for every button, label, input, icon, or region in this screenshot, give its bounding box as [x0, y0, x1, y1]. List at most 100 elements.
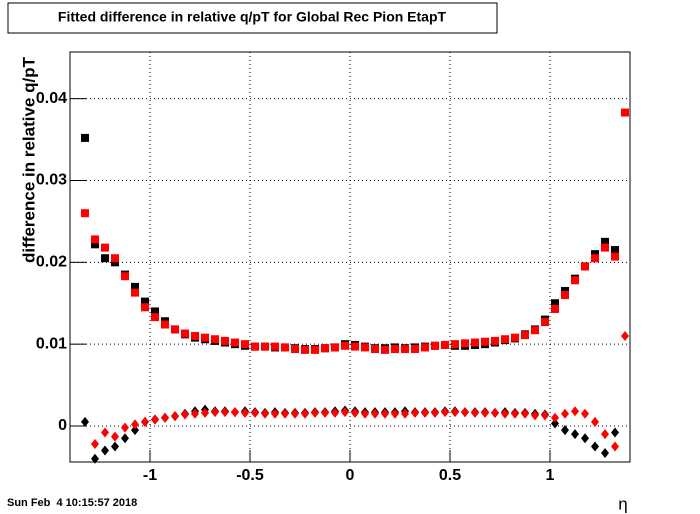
square-marker	[541, 318, 549, 327]
y-tick-label: 0.01	[36, 335, 67, 352]
square-marker	[381, 345, 389, 354]
x-tick-label: -1	[143, 467, 157, 484]
square-marker	[431, 341, 439, 350]
square-marker	[181, 329, 189, 338]
square-marker	[361, 343, 369, 352]
diamond-marker	[531, 410, 539, 421]
x-tick-label: -0.5	[236, 467, 264, 484]
diamond-marker	[321, 407, 329, 418]
diamond-marker	[91, 438, 99, 449]
diamond-marker	[121, 433, 129, 444]
y-tick-label: 0.03	[36, 172, 67, 189]
square-marker	[551, 299, 559, 308]
diamond-marker	[411, 407, 419, 418]
square-marker	[421, 343, 429, 352]
y-axis-label: difference in relative q/pT	[19, 56, 38, 263]
diamond-marker	[141, 416, 149, 427]
diamond-marker	[111, 441, 119, 452]
square-marker	[511, 333, 519, 342]
diamond-marker	[101, 427, 109, 438]
diamond-marker	[561, 408, 569, 419]
diamond-marker	[401, 408, 409, 419]
square-marker	[161, 320, 169, 329]
square-marker	[321, 344, 329, 353]
diamond-marker	[581, 433, 589, 444]
square-marker	[91, 240, 99, 249]
diamond-marker	[181, 409, 189, 420]
square-marker	[141, 297, 149, 306]
diamond-marker	[391, 408, 399, 419]
square-marker	[111, 258, 119, 267]
square-marker	[451, 340, 459, 349]
square-marker	[281, 343, 289, 352]
square-marker	[391, 345, 399, 354]
square-marker	[151, 313, 159, 322]
diamond-marker	[111, 431, 119, 442]
diamond-marker	[201, 407, 209, 418]
square-marker	[611, 252, 619, 261]
timestamp: Sun Feb 4 10:15:57 2018	[7, 497, 137, 509]
square-marker	[501, 335, 509, 344]
diamond-marker	[581, 408, 589, 419]
square-marker	[151, 307, 159, 316]
square-marker	[251, 342, 259, 351]
diamond-marker	[551, 418, 559, 429]
square-marker	[601, 243, 609, 252]
diamond-marker	[261, 408, 269, 419]
square-marker	[311, 345, 319, 354]
diamond-marker	[591, 416, 599, 427]
square-marker	[461, 339, 469, 348]
diamond-marker	[381, 408, 389, 419]
diamond-marker	[361, 408, 369, 419]
diamond-marker	[161, 412, 169, 423]
diamond-marker	[121, 422, 129, 433]
square-marker	[211, 335, 219, 344]
square-marker	[81, 133, 89, 142]
square-marker	[241, 340, 249, 349]
diamond-marker	[151, 414, 159, 425]
square-marker	[371, 345, 379, 354]
square-marker	[591, 250, 599, 259]
square-marker	[231, 338, 239, 347]
diamond-marker	[601, 429, 609, 440]
chart-title: Fitted difference in relative q/pT for G…	[58, 9, 447, 25]
square-marker	[531, 326, 539, 335]
diamond-marker	[591, 441, 599, 452]
title-box	[7, 2, 498, 34]
square-marker	[261, 342, 269, 351]
square-marker	[221, 336, 229, 345]
square-marker	[271, 342, 279, 351]
square-marker	[101, 243, 109, 252]
diamond-marker	[451, 407, 459, 418]
diamond-marker	[511, 408, 519, 419]
diamond-marker	[571, 406, 579, 417]
diamond-marker	[611, 441, 619, 452]
square-marker	[481, 337, 489, 346]
diamond-marker	[271, 408, 279, 419]
diamond-marker	[481, 407, 489, 418]
diamond-marker	[431, 407, 439, 418]
square-marker	[201, 333, 209, 342]
square-marker	[491, 336, 499, 345]
square-marker	[351, 342, 359, 351]
square-marker	[521, 331, 529, 340]
square-marker	[471, 338, 479, 347]
square-marker	[91, 235, 99, 244]
square-marker	[601, 237, 609, 246]
diamond-marker	[551, 412, 559, 423]
diamond-marker	[561, 425, 569, 436]
square-marker	[171, 325, 179, 334]
x-tick-label: 1	[546, 467, 555, 484]
diamond-marker	[491, 407, 499, 418]
diamond-marker	[331, 407, 339, 418]
y-tick-label: 0	[58, 417, 67, 434]
square-marker	[591, 254, 599, 263]
diamond-marker	[611, 427, 619, 438]
square-marker	[411, 345, 419, 354]
square-marker	[561, 291, 569, 300]
diamond-marker	[301, 408, 309, 419]
square-marker	[581, 262, 589, 271]
diamond-marker	[101, 445, 109, 456]
diamond-marker	[241, 407, 249, 418]
